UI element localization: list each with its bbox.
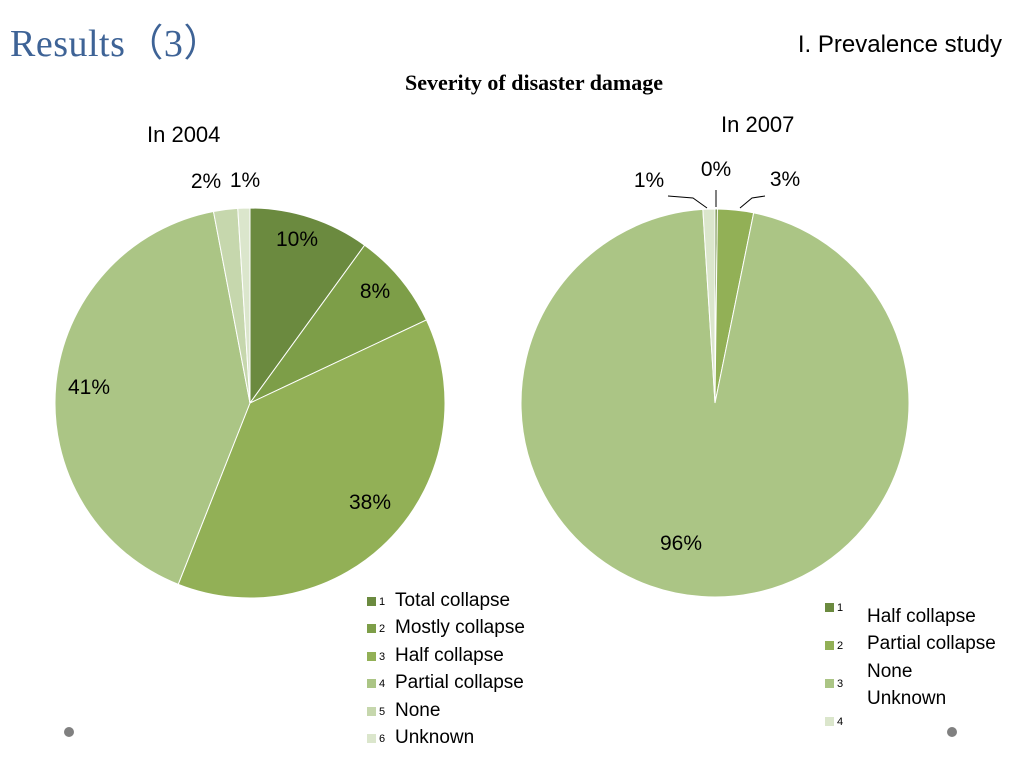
- legend-number: 4: [837, 716, 844, 728]
- slide-title: Results（3）: [10, 23, 222, 65]
- pie-slice: [54, 210, 251, 585]
- slice-label: 10%: [276, 228, 318, 251]
- legend-item: 1: [825, 599, 855, 619]
- pie-slice: [177, 319, 446, 599]
- label-leader-line: [739, 195, 766, 209]
- slice-label: 38%: [349, 491, 391, 514]
- pie-slice: [249, 207, 366, 405]
- legend-swatch: [825, 717, 834, 726]
- legend-swatch: [825, 679, 834, 688]
- legend-label: Total collapse: [395, 590, 511, 611]
- legend-label: Half collapse: [867, 606, 976, 627]
- legend-number: 1: [837, 602, 844, 614]
- legend-swatch: [367, 651, 376, 661]
- legend-swatch: [367, 597, 376, 606]
- legend-swatch: [367, 679, 376, 689]
- slice-label: 1%: [634, 169, 664, 192]
- legend-item: 3: [825, 675, 855, 695]
- legend-number: 5: [379, 705, 386, 718]
- legend-number: 6: [379, 732, 386, 745]
- pie-slice: [702, 208, 716, 404]
- pie-slice: [237, 207, 251, 404]
- slice-label: 0%: [701, 158, 731, 181]
- legend-swatch: [367, 624, 376, 634]
- legend-label: Unknown: [395, 726, 475, 748]
- legend-label: None: [395, 699, 441, 721]
- legend-number: 3: [379, 650, 386, 663]
- pie-2007-title: In 2007: [721, 112, 795, 137]
- legend-label: Mostly collapse: [395, 617, 525, 639]
- legend-label: None: [867, 660, 913, 682]
- legend-number: 4: [379, 678, 386, 691]
- pie-slice: [520, 208, 910, 598]
- next-slide-dot[interactable]: [947, 727, 957, 737]
- slice-label: 2%: [191, 170, 221, 193]
- slice-label: 8%: [360, 280, 390, 303]
- section-label: I. Prevalence study: [797, 31, 1002, 58]
- legend-number: 2: [837, 640, 844, 652]
- slice-label: 41%: [68, 376, 110, 399]
- legend-swatch: [367, 733, 376, 743]
- slice-label: 1%: [230, 169, 260, 192]
- legend-item: 2: [825, 637, 855, 657]
- prev-slide-dot[interactable]: [64, 727, 74, 737]
- legend-swatch: [825, 603, 834, 612]
- legend-label: Partial collapse: [867, 633, 996, 655]
- legend-swatch: [825, 641, 834, 650]
- pie-slice: [249, 244, 428, 404]
- slice-label: 3%: [770, 168, 800, 191]
- legend-number: 3: [837, 678, 844, 690]
- legend-label: Partial collapse: [395, 672, 524, 694]
- slice-label: 96%: [660, 532, 702, 555]
- legend-label: Half collapse: [395, 644, 504, 666]
- legend-item: 4: [825, 713, 855, 733]
- legend-label: Unknown: [867, 688, 947, 710]
- legend-number: 2: [379, 623, 386, 636]
- legend-swatch: [367, 706, 376, 716]
- legend-2007-labels: Half collapse Partial collapse None Unkn…: [867, 603, 996, 713]
- chart-heading: Severity of disaster damage: [404, 70, 664, 95]
- label-leader-line: [667, 195, 708, 209]
- pie-2004-title: In 2004: [147, 122, 221, 147]
- legend-number: 1: [379, 596, 386, 608]
